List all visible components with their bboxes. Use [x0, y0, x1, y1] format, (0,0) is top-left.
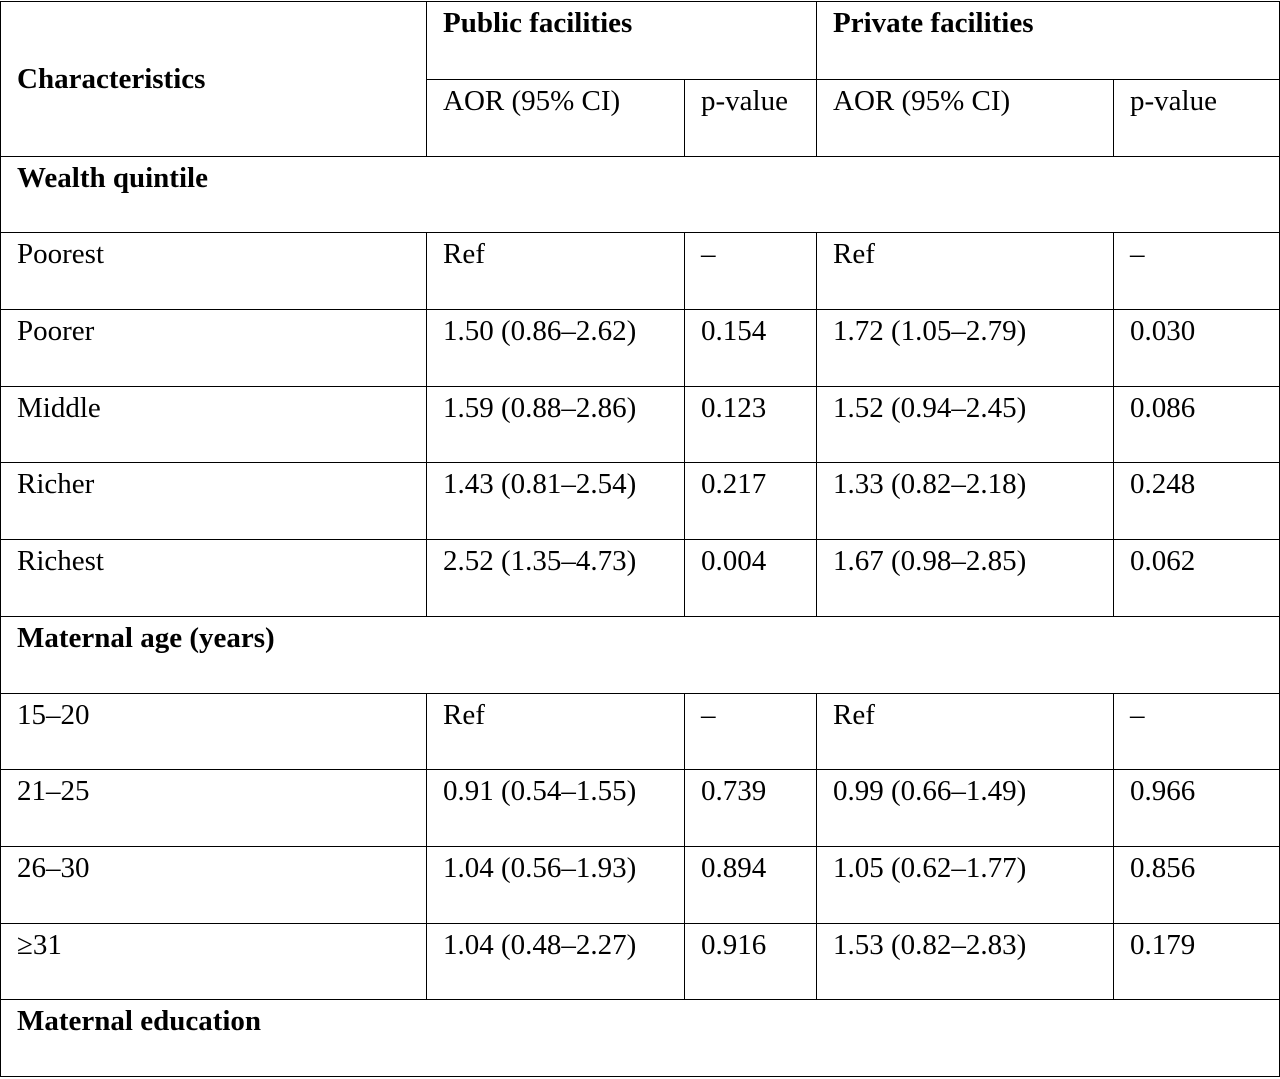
cell: 1.50 (0.86–2.62) [426, 309, 685, 387]
cell: Ref [816, 692, 1114, 771]
cell: – [1113, 692, 1280, 771]
row-label: 26–30 [0, 845, 427, 924]
data-row: Middle 1.59 (0.88–2.86) 0.123 1.52 (0.94–2.… [0, 385, 1280, 464]
cell: 0.91 (0.54–1.55) [426, 769, 685, 847]
row-label: Richer [0, 462, 427, 541]
section-row: Maternal education [0, 999, 1280, 1077]
subheader: AOR (95% CI) [426, 79, 685, 157]
data-row: 15–20 Ref – Ref – [0, 692, 1280, 771]
row-label: ≥31 [0, 922, 427, 1001]
cell: 0.217 [684, 462, 817, 541]
cell: 0.856 [1113, 845, 1280, 924]
cell: 0.004 [684, 539, 817, 617]
cell: 0.154 [684, 309, 817, 387]
row-label: Middle [0, 385, 427, 464]
cell: 0.916 [684, 922, 817, 1001]
section-label: Wealth quintile [0, 155, 1280, 234]
cell: 0.062 [1113, 539, 1280, 617]
data-row: Poorer 1.50 (0.86–2.62) 0.154 1.72 (1.05–2.… [0, 309, 1280, 387]
cell: Ref [816, 232, 1114, 311]
cell: 0.966 [1113, 769, 1280, 847]
cell: 0.179 [1113, 922, 1280, 1001]
cell: – [1113, 232, 1280, 311]
cell: 1.05 (0.62–1.77) [816, 845, 1114, 924]
row-label: Poorest [0, 232, 427, 311]
data-row: 21–25 0.91 (0.54–1.55) 0.739 0.99 (0.66–1.4… [0, 769, 1280, 847]
data-row: Poorest Ref – Ref – [0, 232, 1280, 311]
cell: 2.52 (1.35–4.73) [426, 539, 685, 617]
row-label: Poorer [0, 309, 427, 387]
section-row: Maternal age (years) [0, 615, 1280, 694]
section-label: Maternal education [0, 999, 1280, 1077]
section-label: Maternal age (years) [0, 615, 1280, 694]
group-header: Public facilities [426, 1, 817, 80]
cell: 1.72 (1.05–2.79) [816, 309, 1114, 387]
cell: 0.894 [684, 845, 817, 924]
cell: – [684, 232, 817, 311]
row-label: 21–25 [0, 769, 427, 847]
cell: – [684, 692, 817, 771]
row-label: Richest [0, 539, 427, 617]
subheader: p-value [1113, 79, 1280, 157]
subheader: p-value [684, 79, 817, 157]
section-row: Wealth quintile [0, 155, 1280, 234]
data-row: Richest 2.52 (1.35–4.73) 0.004 1.67 (0.98–2… [0, 539, 1280, 617]
cell: 1.52 (0.94–2.45) [816, 385, 1114, 464]
cell: 0.030 [1113, 309, 1280, 387]
cell: 1.53 (0.82–2.83) [816, 922, 1114, 1001]
data-row: Richer 1.43 (0.81–2.54) 0.217 1.33 (0.82–2.… [0, 462, 1280, 541]
cell: 0.123 [684, 385, 817, 464]
cell: 0.248 [1113, 462, 1280, 541]
cell: 1.33 (0.82–2.18) [816, 462, 1114, 541]
cell: Ref [426, 232, 685, 311]
cell: 1.59 (0.88–2.86) [426, 385, 685, 464]
subheader: AOR (95% CI) [816, 79, 1114, 157]
data-row: 26–30 1.04 (0.56–1.93) 0.894 1.05 (0.62–1.7… [0, 845, 1280, 924]
cell: 0.739 [684, 769, 817, 847]
cell: 1.67 (0.98–2.85) [816, 539, 1114, 617]
cell: 0.99 (0.66–1.49) [816, 769, 1114, 847]
cell: 1.04 (0.48–2.27) [426, 922, 685, 1001]
data-row: ≥31 1.04 (0.48–2.27) 0.916 1.53 (0.82–2.83)… [0, 922, 1280, 1001]
cell: 1.43 (0.81–2.54) [426, 462, 685, 541]
group-header: Private facilities [816, 1, 1280, 80]
header-cell: Characteristics [0, 1, 427, 157]
header-row: Characteristics Public facilities Privat… [0, 1, 1280, 157]
cell: 0.086 [1113, 385, 1280, 464]
cell: Ref [426, 692, 685, 771]
row-label: 15–20 [0, 692, 427, 771]
cell: 1.04 (0.56–1.93) [426, 845, 685, 924]
